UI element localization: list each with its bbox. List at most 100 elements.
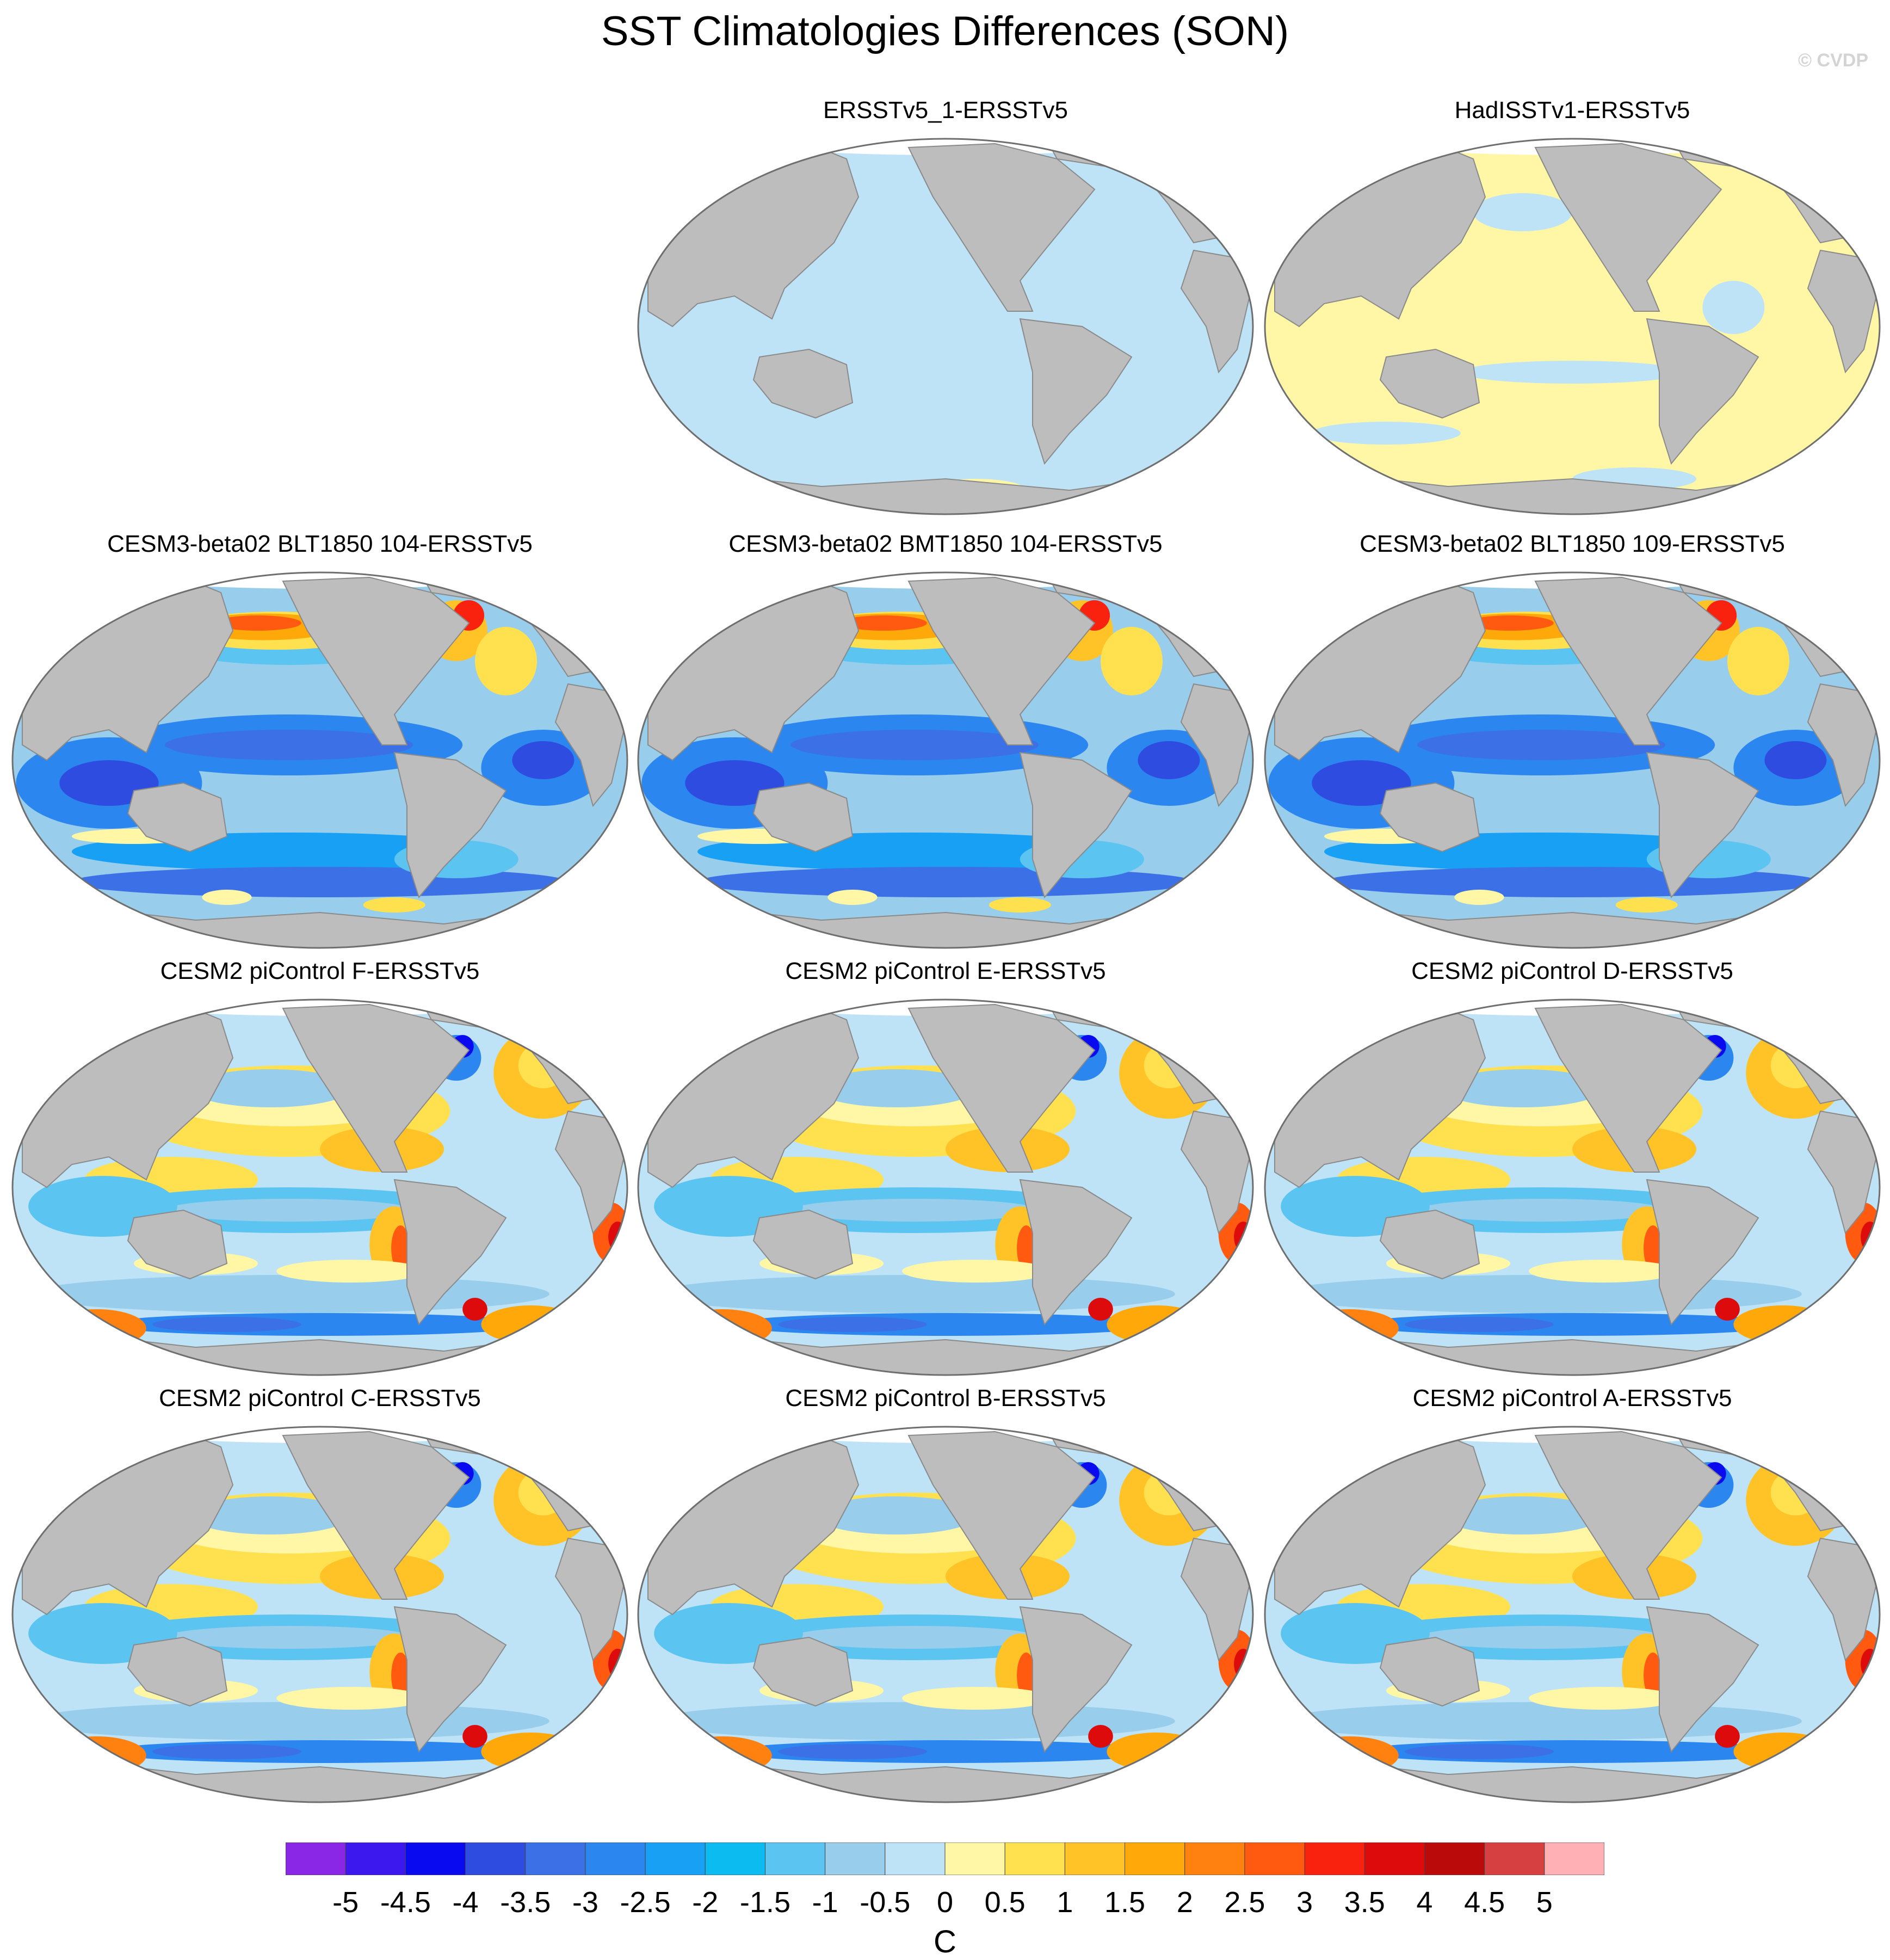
sst-contour-region bbox=[214, 615, 301, 631]
colorbar-swatch bbox=[1244, 1842, 1305, 1875]
map-panel: HadISSTv1-ERSSTv5 bbox=[1262, 97, 1882, 521]
colorbar-tick-label: -5 bbox=[332, 1886, 359, 1919]
sst-contour-region bbox=[1795, 1321, 1845, 1343]
colorbar-swatch bbox=[525, 1842, 586, 1875]
sst-contour-region bbox=[722, 1428, 797, 1451]
sst-contour-region bbox=[1101, 627, 1163, 695]
sst-contour-region bbox=[1764, 741, 1827, 779]
map-border bbox=[1264, 1426, 1881, 1803]
sst-contour-region bbox=[391, 1653, 410, 1698]
sst-contour-region bbox=[96, 1001, 171, 1024]
sea-ice bbox=[1386, 139, 1758, 155]
sst-contour-region bbox=[790, 1199, 1039, 1222]
colorbar-swatch bbox=[1004, 1842, 1065, 1875]
sst-contour-region bbox=[1473, 193, 1572, 231]
colorbar-swatch bbox=[585, 1842, 646, 1875]
map-svg bbox=[1264, 999, 1881, 1376]
map-panel: CESM3-beta02 BLT1850 104-ERSSTv5 bbox=[10, 531, 630, 955]
land-samer bbox=[393, 751, 507, 899]
sst-contour-region bbox=[1299, 1748, 1349, 1771]
sea-ice bbox=[134, 1000, 506, 1016]
sst-contour-region bbox=[1138, 741, 1200, 779]
land-austral bbox=[127, 1209, 228, 1280]
sea-ice bbox=[134, 572, 506, 589]
panel-title: CESM2 piControl F-ERSSTv5 bbox=[160, 958, 480, 984]
land-samer bbox=[393, 1606, 507, 1753]
land-samer bbox=[1646, 318, 1759, 465]
credit-label: © CVDP bbox=[1798, 50, 1868, 71]
sst-contour-region bbox=[165, 730, 413, 760]
colorbar-tick-label: -2 bbox=[692, 1886, 719, 1919]
land-austral bbox=[752, 782, 854, 853]
sea-ice bbox=[1386, 572, 1758, 589]
map-panel: CESM2 piControl D-ERSSTv5 bbox=[1262, 958, 1882, 1382]
panel-title: CESM2 piControl C-ERSSTv5 bbox=[159, 1385, 481, 1412]
sst-field bbox=[638, 1000, 1253, 1375]
sst-contour-region bbox=[543, 1321, 593, 1343]
sst-contour-region bbox=[202, 890, 252, 905]
colorbar-swatch bbox=[286, 1842, 346, 1875]
colorbar-tick-label: -3 bbox=[572, 1886, 598, 1919]
sst-contour-region bbox=[672, 1309, 772, 1347]
colorbar-swatch bbox=[1424, 1842, 1485, 1875]
sst-contour-region bbox=[790, 1626, 1039, 1649]
sst-contour-region bbox=[152, 1744, 301, 1759]
sst-contour-region bbox=[989, 897, 1051, 913]
panel-title: CESM2 piControl E-ERSSTv5 bbox=[785, 958, 1106, 984]
sst-contour-region bbox=[1454, 890, 1504, 905]
colorbar-swatch bbox=[1125, 1842, 1185, 1875]
sst-contour-region bbox=[152, 1317, 301, 1332]
sst-contour-region bbox=[1017, 1225, 1036, 1271]
land-austral bbox=[752, 1636, 854, 1707]
land-samer bbox=[1646, 1179, 1759, 1326]
map-svg bbox=[11, 1426, 628, 1803]
map-svg bbox=[637, 999, 1254, 1376]
sst-contour-region bbox=[1442, 1069, 1603, 1107]
land-austral bbox=[127, 782, 228, 853]
land-samer bbox=[1019, 751, 1133, 899]
sst-contour-region bbox=[1417, 730, 1665, 760]
sst-contour-region bbox=[1349, 1428, 1424, 1451]
map-panel: ERSSTv5_1-ERSSTv5 bbox=[635, 97, 1256, 521]
sst-contour-region bbox=[1727, 627, 1789, 695]
land-austral bbox=[127, 1636, 228, 1707]
colorbar-swatch bbox=[885, 1842, 946, 1875]
sst-contour-region bbox=[1312, 422, 1461, 445]
sst-contour-region bbox=[96, 1428, 171, 1451]
map-panel: CESM2 piControl E-ERSSTv5 bbox=[635, 958, 1256, 1382]
sst-contour-region bbox=[561, 878, 599, 901]
land-austral bbox=[752, 348, 854, 419]
sst-contour-region bbox=[462, 1298, 487, 1321]
sst-contour-region bbox=[47, 1748, 97, 1771]
sst-contour-region bbox=[462, 1725, 487, 1748]
sst-contour-region bbox=[512, 741, 575, 779]
colorbar-tick-label: -0.5 bbox=[860, 1886, 911, 1919]
map-svg bbox=[1264, 1426, 1881, 1803]
sst-contour-region bbox=[1702, 281, 1765, 334]
map-panel: CESM3-beta02 BLT1850 109-ERSSTv5 bbox=[1262, 531, 1882, 955]
sst-contour-region bbox=[1715, 1725, 1740, 1748]
sea-ice bbox=[759, 139, 1132, 155]
sst-field bbox=[638, 1427, 1253, 1802]
colorbar-tick-label: 4 bbox=[1416, 1886, 1433, 1919]
sst-contour-region bbox=[363, 897, 425, 913]
sst-contour-region bbox=[276, 1260, 425, 1283]
sst-contour-region bbox=[790, 730, 1039, 760]
sst-contour-region bbox=[1299, 1321, 1349, 1343]
sst-contour-region bbox=[827, 890, 878, 905]
sst-contour-region bbox=[1644, 1653, 1663, 1698]
colorbar-tick-label: -4 bbox=[452, 1886, 479, 1919]
colorbar-tick-label: 4.5 bbox=[1464, 1886, 1505, 1919]
colorbar-tick-label: 1 bbox=[1057, 1886, 1073, 1919]
panel-title: CESM2 piControl A-ERSSTv5 bbox=[1412, 1385, 1732, 1412]
colorbar-swatch bbox=[405, 1842, 466, 1875]
sst-contour-region bbox=[1615, 897, 1678, 913]
land-samer bbox=[1646, 1606, 1759, 1753]
sst-contour-region bbox=[1644, 1225, 1663, 1271]
colorbar-swatch bbox=[1544, 1842, 1604, 1875]
land-austral bbox=[752, 1209, 854, 1280]
sst-contour-region bbox=[1169, 1748, 1219, 1771]
sst-contour-region bbox=[1814, 878, 1851, 901]
panel-title: HadISSTv1-ERSSTv5 bbox=[1454, 97, 1690, 124]
sst-contour-region bbox=[1405, 1744, 1554, 1759]
